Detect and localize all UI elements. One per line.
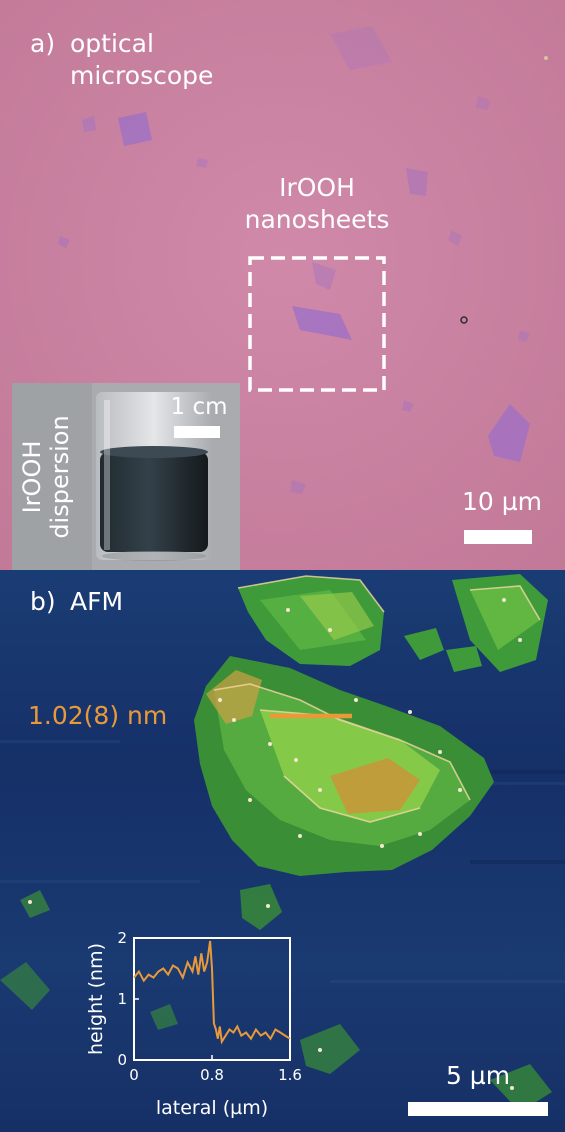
flake [518, 330, 530, 342]
vial-liquid [100, 452, 208, 552]
flake [292, 306, 352, 340]
vial-inset: 1 cm IrOOH dispersion [12, 383, 240, 571]
flake-small [404, 628, 444, 660]
flake-small [20, 890, 50, 918]
chart-x-axis-label: lateral (µm) [156, 1097, 268, 1119]
height-profile-series [133, 940, 291, 1045]
panel-b-title: AFM [70, 587, 123, 616]
selection-box [248, 256, 386, 392]
y-tick-label: 1 [117, 990, 127, 1008]
panel-b-label: b) [30, 587, 56, 616]
vial-caption-line2: dispersion [46, 415, 74, 538]
flake-small [446, 646, 482, 672]
flake-small [300, 1024, 360, 1074]
x-tick-label: 1.6 [278, 1066, 302, 1084]
flake-small [240, 884, 282, 930]
chart-y-axis-label: height (nm) [85, 943, 107, 1055]
flake-top-layer2 [300, 592, 374, 640]
y-tick-label: 2 [117, 929, 127, 947]
x-tick-label: 0 [129, 1066, 139, 1084]
flake [312, 262, 336, 290]
flake [330, 26, 392, 70]
panel-b-afm: b) AFM 1.02(8) nm 5 µm 0 0.8 1.6 0 1 2 latera… [0, 570, 565, 1132]
optical-flakes [58, 26, 530, 494]
panel-b-scale-label: 5 µm [446, 1061, 510, 1090]
vial-caption-line1: IrOOH [18, 441, 46, 514]
flake-small [490, 1064, 552, 1112]
thickness-measurement: 1.02(8) nm [28, 701, 167, 730]
flake-small [0, 962, 50, 1010]
vial-inset-caption-area [12, 383, 92, 571]
flake [290, 480, 306, 494]
flake [406, 168, 428, 196]
height-profile-chart: 0 0.8 1.6 0 1 2 lateral (µm) height (nm) [85, 929, 302, 1119]
y-tick-label: 0 [117, 1051, 127, 1069]
nanosheets-annotation-line1: IrOOH [279, 173, 355, 202]
flake-main-thick [330, 758, 420, 814]
flake [488, 404, 530, 462]
flake-main-edge [206, 670, 262, 724]
panel-b-scale-bar [408, 1102, 548, 1116]
flake [82, 116, 96, 132]
flake [118, 112, 152, 146]
particle [460, 316, 468, 324]
flake-top-right-layer [470, 586, 540, 650]
vial-scale-bar [174, 426, 220, 438]
chart-ticks: 0 0.8 1.6 0 1 2 [117, 929, 301, 1084]
vial-highlight [104, 400, 110, 550]
afm-edge-highlights [213, 575, 541, 823]
flake-small [150, 1004, 178, 1030]
vial-meniscus [100, 446, 208, 458]
panel-a-scale-bar [464, 530, 532, 544]
flake [58, 236, 70, 248]
x-tick-label: 0.8 [200, 1066, 224, 1084]
panel-a-scale-label: 10 µm [462, 487, 542, 516]
vial-scale-label: 1 cm [171, 394, 228, 420]
vial-caption: IrOOH dispersion [18, 415, 74, 538]
panel-a-label: a) [30, 29, 55, 58]
panel-a-optical: a) optical microscope IrOOH nanosheets 1… [0, 0, 565, 571]
panel-a-title-line1: optical [70, 29, 154, 58]
particle [544, 56, 548, 60]
nanosheets-annotation-line2: nanosheets [245, 205, 390, 234]
flake [448, 230, 462, 246]
panel-a-title-line2: microscope [70, 61, 213, 90]
vial-base [102, 551, 206, 561]
flake [196, 158, 208, 168]
afm-particles [28, 598, 522, 1090]
flake [476, 96, 490, 110]
flake [402, 400, 414, 412]
